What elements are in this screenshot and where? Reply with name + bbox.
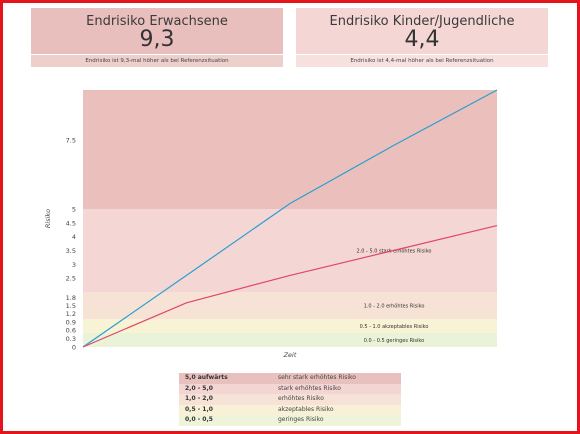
y-tick-label-2: 0.6 — [66, 327, 76, 335]
y-axis-label: Risiko — [44, 209, 52, 228]
risk-band-4 — [83, 333, 497, 347]
risk-band-0 — [83, 90, 497, 209]
card-child-risk: Endrisiko Kinder/Jugendliche 4,4 Endrisi… — [296, 8, 548, 67]
legend-description: sehr stark erhöhtes Risiko — [278, 374, 356, 381]
risk-band-1 — [83, 209, 497, 292]
legend-description: stark erhöhtes Risiko — [278, 384, 341, 392]
legend-range: 0,0 - 0,5 — [185, 416, 213, 424]
y-tick-label-6: 1.8 — [66, 294, 76, 302]
y-tick-label-8: 3 — [72, 261, 76, 269]
risk-band-label-3: 0.5 - 1.0 akzeptables Risiko — [360, 324, 429, 330]
legend-range: 5,0 aufwärts — [185, 374, 228, 381]
legend-row: 0,5 - 1,0 akzeptables Risiko — [179, 404, 401, 416]
y-tick-label-13: 7.5 — [66, 137, 76, 145]
card-child-value: 4,4 — [404, 27, 440, 52]
card-child-note: Endrisiko ist 4,4-mal höher als bei Refe… — [296, 55, 548, 67]
risk-band-label-2: 1.0 - 2.0 erhöhtes Risiko — [364, 304, 425, 310]
legend-row: 2,0 - 5,0 stark erhöhtes Risiko — [179, 383, 401, 395]
legend-description: erhöhtes Risiko — [278, 395, 324, 403]
y-tick-label-4: 1.2 — [66, 310, 76, 318]
y-tick-label-3: 0.9 — [66, 318, 76, 326]
risk-band-label-1: 2.0 - 5.0 stark erhöhtes Risiko — [357, 249, 432, 255]
series-line-1 — [82, 225, 498, 348]
risk-band-2 — [83, 292, 497, 319]
risk-band-3 — [83, 319, 497, 333]
card-adult-note: Endrisiko ist 9,3-mal höher als bei Refe… — [31, 55, 283, 67]
legend-range: 0,5 - 1,0 — [185, 405, 213, 413]
y-tick-label-10: 4 — [72, 233, 76, 241]
y-tick-label-12: 5 — [72, 206, 76, 214]
card-adult-value: 9,3 — [139, 27, 175, 52]
card-adult-title: Endrisiko Erwachsene — [86, 14, 228, 29]
y-tick-label-5: 1.5 — [66, 302, 76, 310]
risk-legend-table: 5,0 aufwärts sehr stark erhöhtes Risiko 2,… — [179, 373, 401, 426]
y-tick-label-0: 0 — [72, 344, 76, 352]
legend-range: 2,0 - 5,0 — [185, 384, 213, 392]
y-tick-label-7: 2.5 — [66, 275, 76, 283]
series-line-0 — [82, 89, 498, 348]
card-child-title: Endrisiko Kinder/Jugendliche — [329, 14, 515, 29]
legend-description: akzeptables Risiko — [278, 405, 334, 413]
legend-row: 5,0 aufwärts sehr stark erhöhtes Risiko — [179, 373, 401, 384]
legend-description: geringes Risiko — [278, 416, 324, 424]
card-adult-header: Endrisiko Erwachsene 9,3 — [31, 8, 283, 54]
y-tick-label-11: 4.5 — [66, 219, 76, 227]
y-tick-label-1: 0.3 — [66, 335, 76, 343]
legend-range: 1,0 - 2,0 — [185, 395, 213, 403]
legend-row: 0,0 - 0,5 geringes Risiko — [179, 415, 401, 426]
y-tick-label-9: 3.5 — [66, 247, 76, 255]
legend-row: 1,0 - 2,0 erhöhtes Risiko — [179, 394, 401, 405]
card-child-header: Endrisiko Kinder/Jugendliche 4,4 — [296, 8, 548, 54]
risk-band-label-4: 0.0 - 0.5 geringes Risiko — [364, 338, 424, 344]
card-adult-risk: Endrisiko Erwachsene 9,3 Endrisiko ist 9… — [31, 8, 283, 67]
x-axis-label: Zeit — [283, 351, 297, 359]
